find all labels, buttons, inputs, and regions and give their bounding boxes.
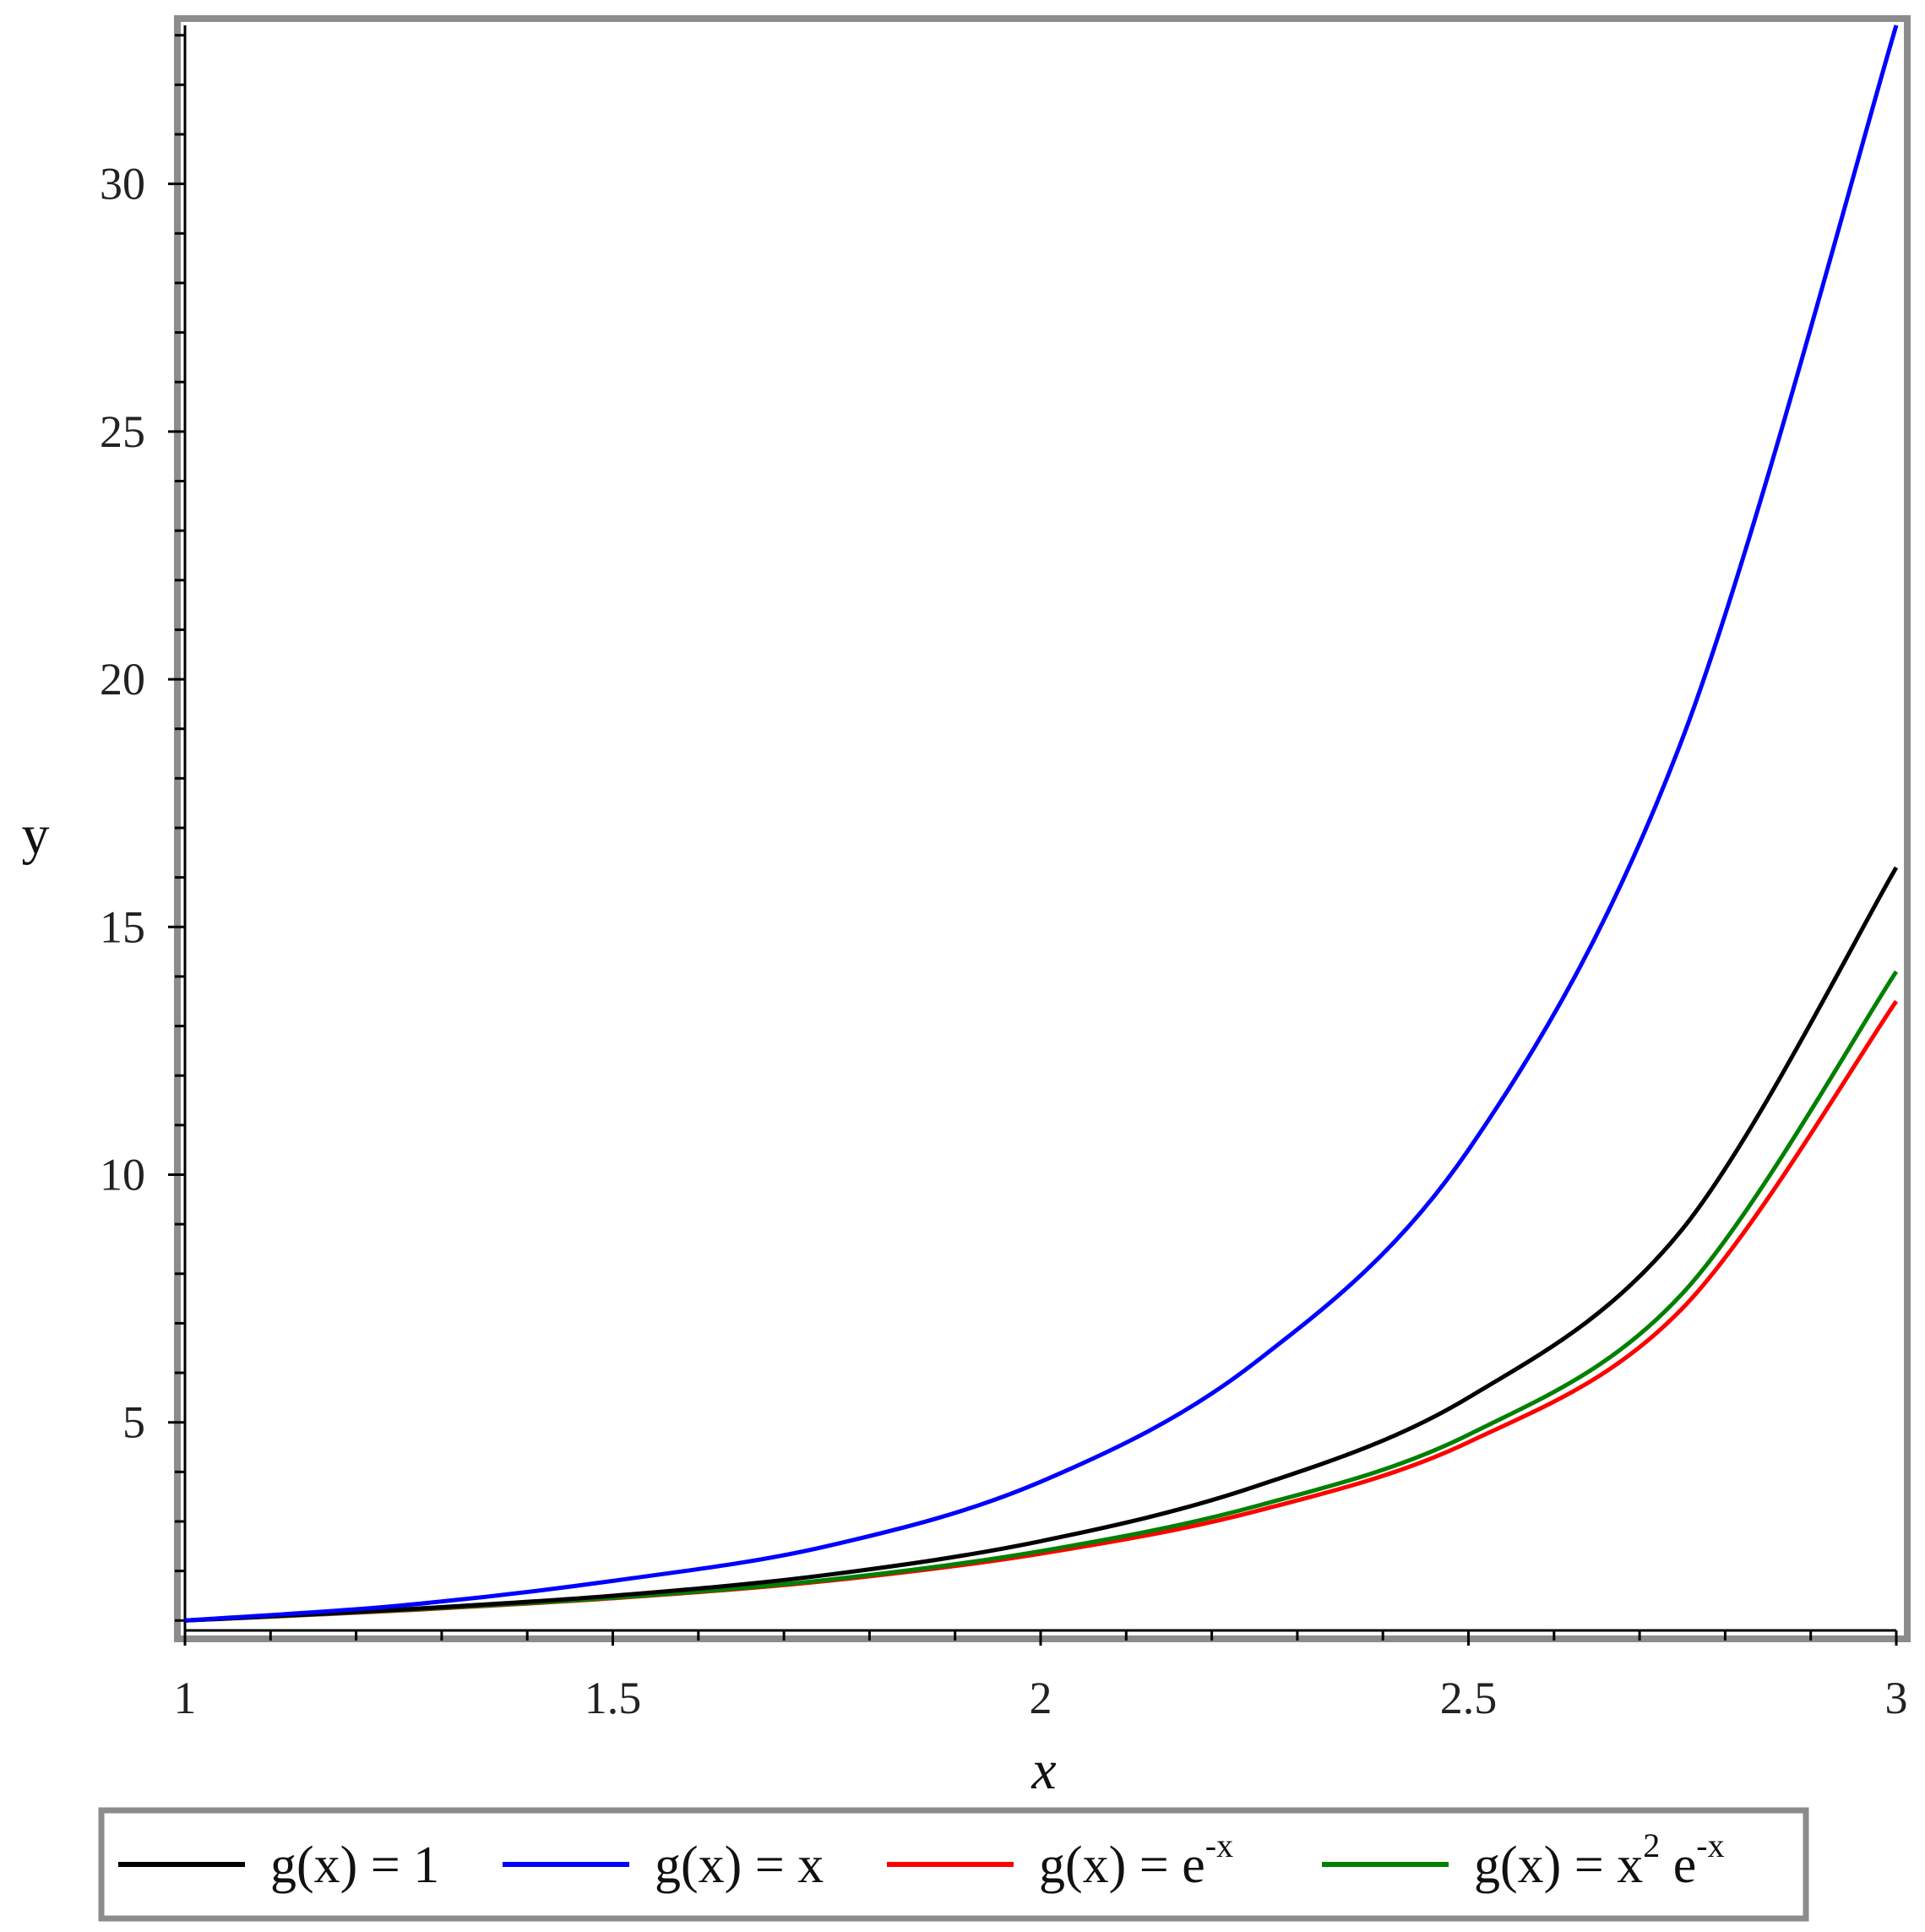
plot-frame (174, 15, 1911, 1642)
legend-label: g(x) = 1 (270, 1837, 439, 1894)
legend-label: g(x) = x (655, 1837, 824, 1894)
y-tick-label: 5 (122, 1397, 145, 1448)
legend: g(x) = 1 g(x) = x g(x) = e-x g(x) = x2 e-x (98, 1807, 1809, 1922)
x-tick-label: 3 (1885, 1673, 1908, 1723)
x-tick-label: 2 (1030, 1673, 1052, 1723)
series-line-g-equals-1 (184, 866, 1899, 1623)
y-axis-title: y (22, 804, 50, 866)
legend-label: g(x) = e-x (1039, 1826, 1233, 1894)
y-tick-label: 25 (100, 406, 145, 457)
series-lines (184, 24, 1899, 1623)
y-tick-label: 10 (100, 1149, 145, 1200)
x-tick-label: 1 (174, 1673, 197, 1723)
y-tick-label: 20 (100, 654, 145, 705)
y-tick-label: 30 (100, 159, 145, 210)
x-tick-label: 1.5 (585, 1673, 642, 1723)
legend-label: g(x) = x2 e-x (1474, 1826, 1725, 1894)
x-tick-label: 2.5 (1440, 1673, 1498, 1723)
axes: 1 1.5 2 2.5 3 5 10 15 20 25 30 (100, 25, 1908, 1723)
y-tick-label: 15 (100, 901, 145, 952)
x-axis-title: x (1030, 1739, 1056, 1801)
series-line-g-equals-x (184, 24, 1899, 1623)
